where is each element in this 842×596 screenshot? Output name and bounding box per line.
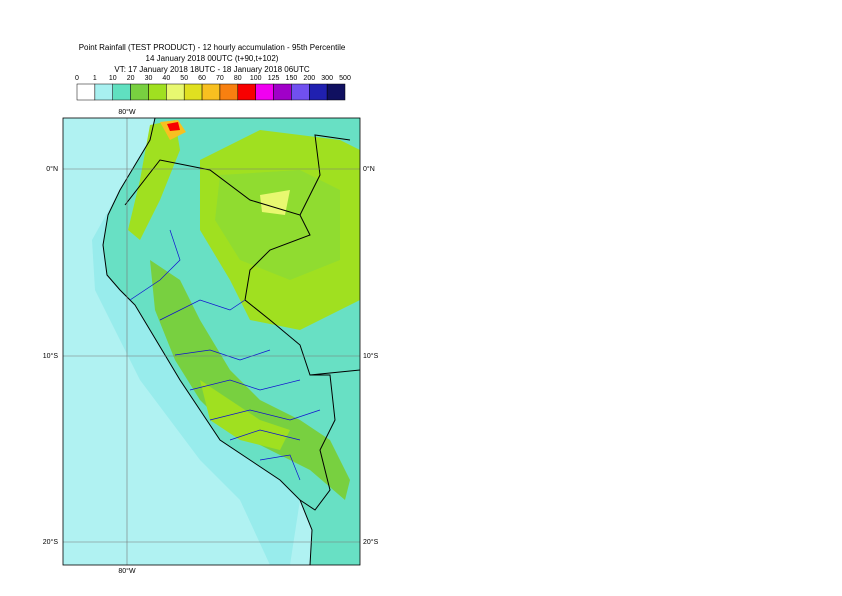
legend-swatch <box>130 83 149 101</box>
legend-swatch <box>309 83 328 101</box>
legend-swatch <box>76 83 96 101</box>
legend-swatch <box>237 83 256 101</box>
legend-label: 30 <box>145 75 153 82</box>
map-frame <box>62 117 361 566</box>
legend-label: 500 <box>339 75 351 82</box>
legend-label: 70 <box>216 75 224 82</box>
rain-area <box>167 122 180 131</box>
legend-swatch <box>255 83 274 101</box>
legend-swatch <box>183 83 203 101</box>
legend-swatch <box>219 83 239 101</box>
legend-label: 1 <box>93 75 97 82</box>
coastal-ocean <box>92 190 300 565</box>
legend-label: 50 <box>180 75 188 82</box>
legend-label: 60 <box>198 75 206 82</box>
lon-label: 80°W <box>118 567 136 575</box>
region-borders <box>129 229 321 481</box>
legend-swatch <box>291 83 310 101</box>
lat-label: 10°S <box>363 352 379 360</box>
lat-labels: 0°N 10°S 20°S 0°N 10°S 20°S <box>43 165 379 546</box>
rain-area <box>128 120 180 240</box>
title: Point Rainfall (TEST PRODUCT) - 12 hourl… <box>79 43 346 52</box>
map <box>63 118 360 565</box>
legend-label: 300 <box>321 75 333 82</box>
rain-area <box>260 190 290 215</box>
color-legend: 0 1 10 20 30 40 50 60 70 80 100 125 150 200 300 500 <box>75 75 351 101</box>
legend-label: 100 <box>250 75 262 82</box>
lat-label: 10°S <box>43 352 59 360</box>
legend-label: 40 <box>162 75 170 82</box>
country-borders <box>102 118 360 565</box>
legend-swatch <box>201 83 221 101</box>
legend-label: 0 <box>75 75 79 82</box>
lat-label: 20°S <box>43 538 59 546</box>
legend-swatch <box>94 83 113 101</box>
legend-label: 200 <box>303 75 315 82</box>
lon-label: 80°W <box>118 108 136 116</box>
lat-label: 20°S <box>363 538 379 546</box>
legend-swatch <box>273 83 292 101</box>
base-time: 14 January 2018 00UTC (t+90,t+102) <box>146 54 279 63</box>
valid-time: VT: 17 January 2018 18UTC - 18 January 2… <box>114 65 309 74</box>
legend-label: 20 <box>127 75 135 82</box>
legend-label: 80 <box>234 75 242 82</box>
rain-area <box>200 380 290 450</box>
legend-label: 10 <box>109 75 117 82</box>
graticule <box>63 118 360 565</box>
legend-swatch <box>166 83 185 101</box>
lat-label: 0°N <box>46 165 58 173</box>
legend-label: 150 <box>286 75 298 82</box>
legend-swatch <box>112 83 131 101</box>
lat-label: 0°N <box>363 165 375 173</box>
legend-swatch <box>148 83 167 101</box>
legend-swatch <box>326 83 346 101</box>
legend-label: 125 <box>268 75 280 82</box>
